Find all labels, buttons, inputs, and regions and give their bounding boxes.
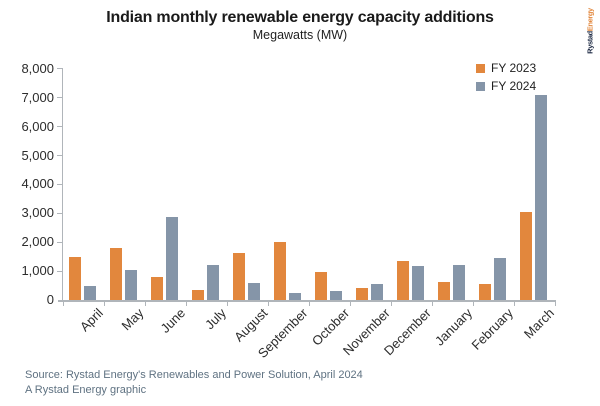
chart-subtitle: Megawatts (MW) <box>252 28 348 42</box>
bar-fy2023-march <box>519 212 532 300</box>
x-tick <box>145 301 146 306</box>
credit-line: A Rystad Energy graphic <box>25 384 147 396</box>
y-tick <box>57 212 63 214</box>
bar-fy2024-december <box>411 266 424 300</box>
bar-fy2023-december <box>396 260 409 300</box>
bar-fy2023-january <box>437 282 450 300</box>
bar-fy2024-march <box>534 94 547 300</box>
y-tick <box>57 126 63 128</box>
x-tick <box>350 301 351 306</box>
x-tick <box>63 301 64 306</box>
y-tick-label: 7,000 <box>21 89 54 105</box>
y-tick-label: 0 <box>46 292 54 307</box>
bar-fy2024-november <box>370 284 383 300</box>
x-axis-line <box>58 299 556 302</box>
bar-fy2023-july <box>191 289 204 300</box>
x-tick <box>555 301 556 306</box>
x-tick <box>473 301 474 306</box>
bar-fy2024-february <box>493 258 506 300</box>
x-tick <box>432 301 433 306</box>
y-tick <box>57 241 63 243</box>
x-tick <box>391 301 392 306</box>
bar-fy2024-july <box>206 264 219 300</box>
legend: FY 2023 FY 2024 <box>476 59 536 95</box>
legend-item-fy2024: FY 2024 <box>476 77 536 95</box>
y-tick <box>57 183 63 185</box>
logo-text-energy: Energy <box>585 8 595 32</box>
source-line: Source: Rystad Energy's Renewables and P… <box>25 369 363 381</box>
x-label-june: June <box>157 305 188 336</box>
y-tick-label: 2,000 <box>21 234 54 250</box>
y-tick-label: 8,000 <box>21 60 54 76</box>
bar-fy2023-september <box>273 242 286 300</box>
bar-fy2024-january <box>452 264 465 300</box>
bar-fy2023-august <box>232 253 245 300</box>
y-tick-label: 5,000 <box>21 147 54 163</box>
legend-item-fy2023: FY 2023 <box>476 59 536 77</box>
y-tick-label: 6,000 <box>21 118 54 134</box>
bar-fy2023-june <box>150 277 163 300</box>
x-tick <box>309 301 310 306</box>
bar-fy2024-august <box>247 282 260 300</box>
y-tick <box>57 155 63 156</box>
bar-fy2024-may <box>124 270 137 300</box>
legend-label-fy2023: FY 2023 <box>491 61 537 75</box>
x-tick <box>268 301 269 306</box>
x-label-august: August <box>230 305 270 345</box>
bar-fy2023-april <box>68 256 81 300</box>
x-label-july: July <box>201 305 229 333</box>
chart-title: Indian monthly renewable energy capacity… <box>106 9 494 26</box>
y-tick <box>57 270 63 272</box>
legend-swatch-fy2024 <box>476 81 485 91</box>
x-label-may: May <box>118 305 147 334</box>
bar-fy2023-may <box>109 248 122 300</box>
legend-swatch-fy2023 <box>476 63 485 73</box>
bar-fy2023-october <box>314 271 327 300</box>
logo-text-rystad: Rystad <box>585 31 595 54</box>
x-tick <box>186 301 187 306</box>
x-label-april: April <box>76 305 106 335</box>
y-tick-label: 4,000 <box>21 176 54 192</box>
y-tick <box>57 97 63 99</box>
x-tick <box>104 301 105 306</box>
x-label-february: February <box>468 305 516 353</box>
bar-fy2024-june <box>165 216 178 300</box>
y-tick-label: 1,000 <box>21 263 54 279</box>
y-tick-label: 3,000 <box>21 205 54 221</box>
legend-label-fy2024: FY 2024 <box>491 79 537 93</box>
x-tick <box>227 301 228 306</box>
bar-fy2024-september <box>288 292 301 300</box>
x-label-march: March <box>520 305 557 342</box>
y-tick <box>57 68 63 70</box>
bar-fy2024-october <box>329 290 342 300</box>
rystad-energy-logo: RystadEnergy <box>586 3 596 60</box>
bar-fy2024-april <box>83 286 96 300</box>
bar-fy2023-february <box>478 284 491 300</box>
bar-fy2023-november <box>355 287 368 300</box>
x-tick <box>514 301 515 306</box>
